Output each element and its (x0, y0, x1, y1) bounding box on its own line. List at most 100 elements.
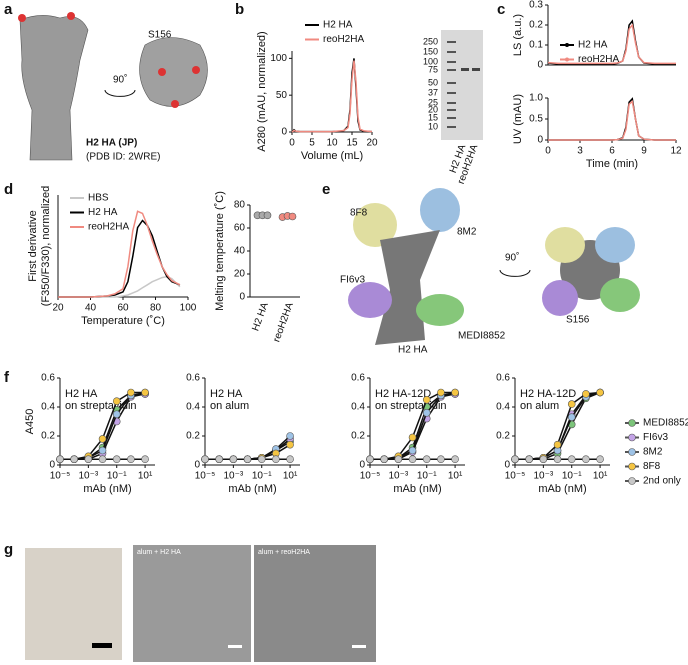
y-tick-label: 0 (49, 460, 55, 471)
ladder-label: 250 (423, 36, 438, 46)
protein-top-view (139, 37, 208, 107)
y-axis-label: A280 (mAU, normalized) (256, 31, 268, 151)
ladder-label: 150 (423, 46, 438, 56)
point (112, 455, 121, 464)
ladder-band (447, 82, 456, 84)
legend-label: H2 HA (323, 20, 353, 31)
scale-bar (92, 643, 112, 648)
y-tick-label: 0.1 (529, 40, 543, 51)
point (582, 390, 590, 398)
ladder-band (447, 102, 456, 104)
y-axis-label: First derivative (27, 210, 39, 282)
ladder-band (447, 117, 456, 119)
point (98, 446, 107, 455)
x-tick-label: 12 (670, 146, 682, 157)
y-tick-label: 0 (281, 127, 287, 138)
y-tick-label: 0.2 (496, 431, 510, 442)
site (171, 100, 179, 108)
legend-label: 8F8 (643, 461, 661, 472)
y-tick-label: 0.2 (351, 431, 365, 442)
x-tick-label: 10⁻³ (223, 471, 243, 482)
chart-title: H2 HA (210, 388, 243, 400)
site-label: S156 (148, 30, 172, 41)
point (437, 455, 445, 464)
scale-bar (352, 645, 366, 648)
panel-letter: e (322, 181, 330, 198)
x-tick-label: 10⁻⁵ (195, 471, 216, 482)
series-line (291, 58, 373, 133)
x-tick-label: 10¹ (283, 471, 298, 482)
site (67, 12, 75, 20)
x-tick-label: 10⁻¹ (252, 471, 272, 482)
point (437, 388, 445, 397)
ladder-label: 37 (428, 87, 438, 97)
x-tick-label: 80 (150, 303, 162, 314)
point (286, 440, 294, 449)
protein-side-view (19, 15, 89, 161)
point (408, 455, 417, 464)
x-tick-label: 10⁻⁵ (505, 471, 526, 482)
chart-title: on alum (210, 400, 249, 412)
y-tick-label: 0.5 (529, 114, 543, 125)
point (70, 455, 78, 464)
antibody-MEDI8852 (416, 294, 464, 326)
antibody-8M2 (420, 188, 460, 232)
y-tick-label: 0 (239, 292, 245, 303)
point (229, 455, 238, 464)
x-axis-label: Volume (mL) (301, 150, 363, 162)
antibody-top (600, 278, 640, 312)
y-axis-label: Melting temperature (˚C) (214, 191, 226, 311)
legend-label: 8M2 (643, 447, 663, 458)
legend-label: H2 HA (578, 40, 608, 51)
x-tick-label: 10⁻³ (78, 471, 98, 482)
legend-marker (628, 462, 636, 471)
legend-label: reoH2HA (323, 34, 364, 45)
y-tick-label: 100 (270, 53, 287, 64)
ladder-band (447, 92, 456, 94)
x-axis-label: Temperature (˚C) (81, 315, 165, 327)
ladder-band (447, 41, 456, 43)
point (451, 455, 459, 464)
y-tick-label: 0.6 (351, 373, 365, 384)
x-tick-label: 6 (609, 146, 615, 157)
x-tick-label: H2 HA (250, 301, 271, 333)
series-line (547, 23, 676, 65)
ladder-label: 25 (428, 97, 438, 107)
point (127, 388, 135, 397)
chart-title: H2 HA-12D (375, 388, 431, 400)
x-tick-label: 40 (85, 303, 97, 314)
y-tick-label: 0 (537, 135, 543, 146)
point (366, 455, 374, 464)
chart-title: H2 HA (65, 388, 98, 400)
y-tick-label: 0.6 (41, 373, 55, 384)
ladder-band (447, 126, 456, 128)
ladder-band (447, 61, 456, 63)
point (127, 455, 135, 464)
y-tick-label: 0 (537, 60, 543, 71)
tube-photo (25, 548, 122, 660)
y-tick-label: 0.4 (186, 402, 200, 413)
legend-label: H2 HA (88, 207, 118, 218)
antibody-FI6v3 (348, 282, 392, 318)
point (553, 440, 562, 449)
protein-e (375, 230, 440, 345)
chart-title: on alum (520, 400, 559, 412)
y-axis-label: A450 (24, 409, 36, 435)
series-line (548, 99, 676, 141)
ladder-label: 50 (428, 77, 438, 87)
rotation-label: 90˚ (113, 74, 127, 86)
ladder-label: 75 (428, 64, 438, 74)
y-tick-label: 0.3 (529, 0, 543, 11)
ladder-band (447, 51, 456, 53)
protein-label: H2 HA (398, 345, 428, 356)
point (511, 455, 519, 464)
ladder-label: 100 (423, 56, 438, 66)
panel-letter: b (235, 1, 244, 18)
x-tick-label: 10⁻⁵ (50, 471, 71, 482)
ladder-band (447, 69, 456, 71)
point (215, 455, 223, 464)
point (380, 455, 388, 464)
x-tick-label: reoH2HA (271, 301, 296, 344)
y-tick-label: 80 (234, 200, 246, 211)
point (408, 446, 417, 455)
